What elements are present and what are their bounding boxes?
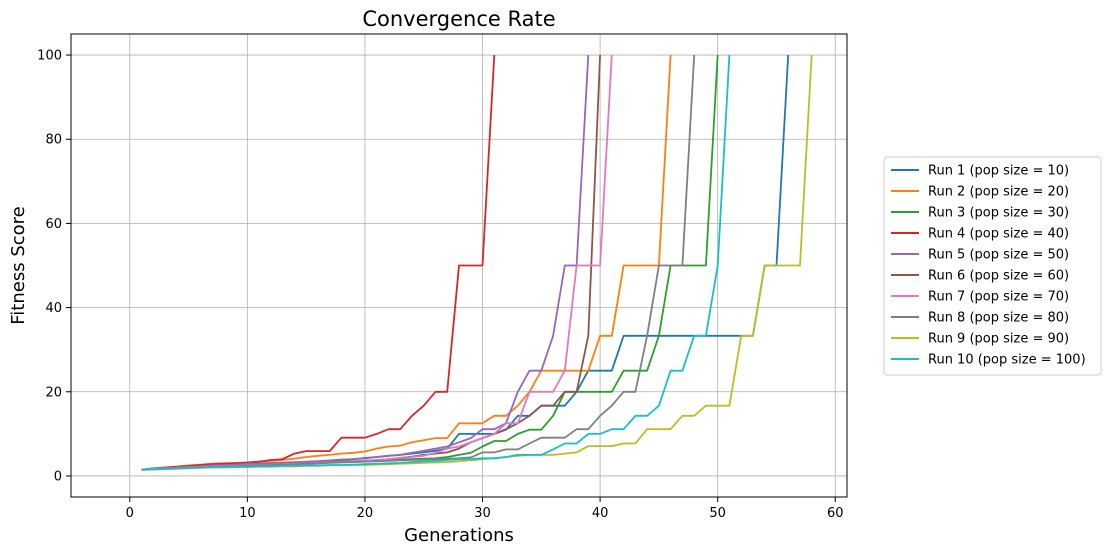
x-tick-label: 50 bbox=[709, 506, 726, 521]
legend-label: Run 9 (pop size = 90) bbox=[928, 332, 1069, 347]
axis-ticks: 0 10 20 30 40 50 60 0 20 40 60 80 100 bbox=[37, 49, 843, 521]
legend-label: Run 4 (pop size = 40) bbox=[928, 227, 1069, 242]
y-tick-label: 60 bbox=[45, 217, 62, 232]
x-tick-label: 40 bbox=[592, 506, 609, 521]
series-line-run-4 bbox=[141, 54, 496, 471]
series-line-run-5 bbox=[141, 54, 590, 471]
y-tick-label: 20 bbox=[45, 385, 62, 400]
series-lines bbox=[141, 54, 813, 471]
plot-frame bbox=[70, 33, 848, 498]
y-tick-label: 0 bbox=[54, 469, 62, 484]
x-tick-label: 60 bbox=[827, 506, 844, 521]
legend-label: Run 2 (pop size = 20) bbox=[928, 185, 1069, 200]
legend-label: Run 3 (pop size = 30) bbox=[928, 206, 1069, 221]
series-line-run-10 bbox=[141, 54, 731, 471]
legend-label: Run 5 (pop size = 50) bbox=[928, 248, 1069, 263]
x-tick-label: 30 bbox=[474, 506, 491, 521]
grid-lines bbox=[71, 34, 847, 497]
legend: Run 1 (pop size = 10) Run 2 (pop size = 2… bbox=[883, 156, 1102, 376]
legend-label: Run 7 (pop size = 70) bbox=[928, 290, 1069, 305]
y-tick-label: 100 bbox=[37, 49, 62, 64]
x-tick-label: 10 bbox=[239, 506, 256, 521]
y-tick-label: 40 bbox=[45, 301, 62, 316]
legend-label: Run 10 (pop size = 100) bbox=[928, 353, 1086, 368]
x-tick-label: 20 bbox=[357, 506, 374, 521]
x-tick-label: 0 bbox=[126, 506, 134, 521]
legend-label: Run 6 (pop size = 60) bbox=[928, 269, 1069, 284]
x-axis-label: Generations bbox=[404, 525, 514, 546]
legend-label: Run 1 (pop size = 10) bbox=[928, 164, 1069, 179]
y-axis-label: Fitness Score bbox=[8, 206, 29, 324]
legend-label: Run 8 (pop size = 80) bbox=[928, 311, 1069, 326]
chart-title: Convergence Rate bbox=[362, 7, 555, 31]
y-tick-label: 80 bbox=[45, 133, 62, 148]
legend-box bbox=[883, 156, 1102, 376]
